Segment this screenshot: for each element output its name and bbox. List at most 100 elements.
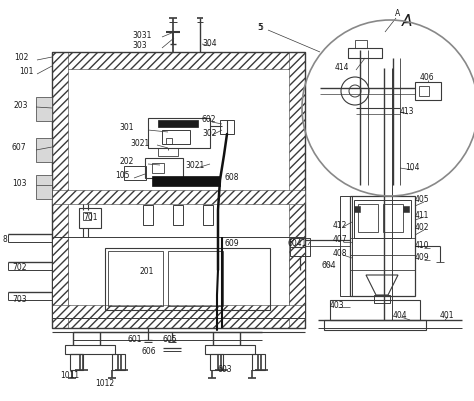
Bar: [158, 148, 178, 156]
Text: 409: 409: [415, 253, 429, 263]
Bar: [145, 158, 183, 178]
Bar: [290, 238, 310, 256]
Bar: [112, 354, 125, 370]
Text: 414: 414: [335, 63, 349, 73]
Text: 304: 304: [202, 40, 217, 49]
Bar: [355, 40, 367, 48]
Bar: [105, 248, 270, 310]
Bar: [203, 205, 213, 225]
Bar: [52, 314, 305, 328]
Bar: [52, 237, 305, 318]
Bar: [52, 190, 305, 204]
Text: 605: 605: [163, 336, 178, 344]
Text: 8: 8: [3, 235, 8, 245]
Text: 606: 606: [142, 348, 156, 356]
Bar: [79, 208, 101, 228]
Bar: [143, 205, 153, 225]
Text: 103: 103: [12, 178, 27, 188]
Text: 404: 404: [393, 310, 408, 320]
Bar: [52, 52, 305, 328]
Bar: [205, 345, 255, 354]
Bar: [289, 52, 305, 328]
Bar: [220, 120, 234, 134]
Text: 601: 601: [128, 336, 143, 344]
Bar: [158, 120, 198, 127]
Text: 608: 608: [225, 174, 239, 182]
Text: 3021: 3021: [185, 162, 204, 170]
Bar: [173, 205, 183, 225]
Text: 301: 301: [119, 124, 134, 132]
Text: 203: 203: [14, 101, 28, 109]
Bar: [162, 130, 190, 144]
Text: 406: 406: [420, 73, 435, 83]
Bar: [36, 175, 52, 199]
Text: 411: 411: [415, 211, 429, 219]
Bar: [330, 300, 420, 320]
Bar: [52, 305, 305, 318]
Text: 410: 410: [415, 241, 429, 251]
Text: 101: 101: [19, 67, 33, 77]
Bar: [168, 251, 223, 306]
Bar: [348, 48, 382, 58]
Text: 412: 412: [333, 221, 347, 229]
Bar: [415, 82, 441, 100]
Bar: [152, 163, 164, 173]
Text: 407: 407: [333, 235, 347, 245]
Text: 303: 303: [132, 41, 146, 51]
Text: 302: 302: [202, 128, 217, 138]
Bar: [52, 52, 68, 328]
Text: A: A: [402, 14, 412, 29]
Text: 105: 105: [115, 172, 129, 180]
Text: 6041: 6041: [288, 239, 307, 247]
Bar: [36, 138, 52, 162]
Text: 603: 603: [218, 365, 233, 375]
Bar: [350, 196, 415, 296]
Text: 401: 401: [440, 310, 455, 320]
Bar: [374, 295, 390, 303]
Text: 1011: 1011: [60, 371, 79, 379]
Text: 102: 102: [14, 53, 28, 63]
Text: 5: 5: [257, 22, 262, 32]
Bar: [124, 166, 146, 180]
Text: 607: 607: [12, 144, 27, 152]
Text: 104: 104: [405, 164, 419, 172]
Text: 202: 202: [120, 158, 134, 166]
Bar: [83, 212, 91, 220]
Text: 408: 408: [333, 249, 347, 257]
Text: 702: 702: [12, 263, 27, 273]
Bar: [419, 86, 429, 96]
Bar: [36, 97, 52, 121]
Bar: [70, 354, 83, 370]
Text: 602: 602: [202, 115, 217, 124]
Text: 3021: 3021: [130, 138, 149, 148]
Bar: [354, 200, 411, 238]
Bar: [210, 354, 223, 370]
Bar: [148, 118, 210, 148]
Bar: [65, 345, 115, 354]
Bar: [52, 52, 305, 69]
Text: 5: 5: [258, 24, 263, 32]
Bar: [52, 237, 68, 318]
Text: 701: 701: [83, 213, 98, 223]
Bar: [252, 354, 265, 370]
Bar: [108, 251, 163, 306]
Bar: [403, 206, 409, 212]
Text: 703: 703: [12, 296, 27, 304]
Text: 604: 604: [322, 261, 337, 269]
Bar: [166, 138, 172, 144]
Text: 3031: 3031: [132, 30, 151, 40]
Bar: [289, 237, 305, 318]
Text: 1012: 1012: [95, 379, 114, 387]
Bar: [383, 204, 403, 232]
Bar: [340, 196, 352, 296]
Bar: [324, 320, 426, 330]
Text: 402: 402: [415, 223, 429, 233]
Text: 403: 403: [330, 300, 345, 310]
Text: 609: 609: [225, 239, 240, 247]
Bar: [152, 176, 220, 186]
Text: 413: 413: [400, 107, 414, 117]
Text: 201: 201: [140, 267, 155, 277]
Bar: [358, 204, 378, 232]
Bar: [354, 206, 360, 212]
Text: 405: 405: [415, 196, 429, 205]
